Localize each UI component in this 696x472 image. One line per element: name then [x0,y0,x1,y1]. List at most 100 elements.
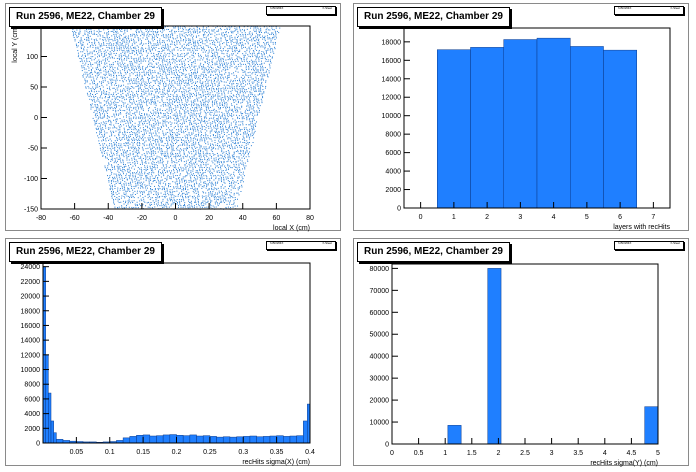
scatter-point [158,175,160,177]
scatter-point [201,67,203,69]
scatter-point [122,179,124,181]
scatter-point [124,102,126,104]
scatter-point [89,83,91,85]
scatter-point [211,111,213,113]
scatter-point [167,62,169,64]
scatter-point [200,181,202,183]
scatter-point [185,108,187,110]
scatter-point [139,190,141,192]
scatter-point [133,100,135,102]
scatter-point [96,60,98,62]
scatter-point [188,144,190,146]
scatter-point [241,60,243,62]
scatter-point [141,184,143,186]
scatter-point [176,149,178,151]
scatter-point [110,73,112,75]
scatter-point [210,206,212,208]
scatter-point [96,92,98,94]
scatter-point [249,71,251,73]
scatter-point [239,57,241,59]
scatter-point [225,110,227,112]
scatter-point [173,72,175,74]
scatter-point [213,157,215,159]
scatter-point [115,143,117,145]
scatter-point [161,96,163,98]
scatter-point [219,201,221,203]
scatter-point [242,135,244,137]
scatter-point [249,83,251,85]
scatter-point [226,194,228,196]
scatter-point [126,48,128,50]
scatter-point [188,203,190,205]
scatter-point [195,122,197,124]
scatter-point [199,86,201,88]
scatter-point [111,63,113,65]
scatter-point [96,119,98,121]
scatter-point [185,186,187,188]
scatter-point [206,58,208,60]
scatter-point [80,58,82,60]
scatter-point [171,149,173,151]
scatter-point [177,116,179,118]
scatter-point [198,106,200,108]
scatter-point [116,194,118,196]
scatter-point [184,135,186,137]
scatter-point [149,165,151,167]
scatter-point [190,62,192,64]
scatter-point [236,67,238,69]
scatter-point [207,94,209,96]
scatter-point [246,116,248,118]
scatter-point [246,91,248,93]
scatter-point [140,48,142,50]
scatter-point [225,178,227,180]
scatter-point [107,108,109,110]
scatter-point [208,51,210,53]
scatter-point [132,153,134,155]
scatter-point [160,113,162,115]
scatter-point [164,190,166,192]
scatter-point [106,112,108,114]
scatter-point [206,198,208,200]
scatter-point [142,116,144,118]
scatter-point [164,155,166,157]
scatter-point [219,126,221,128]
scatter-point [88,91,90,93]
scatter-point [155,62,157,64]
scatter-point [169,134,171,136]
scatter-point [102,117,104,119]
scatter-point [236,138,238,140]
scatter-point [187,189,189,191]
scatter-point [254,48,256,50]
scatter-point [99,144,101,146]
scatter-point [128,91,130,93]
scatter-point [120,201,122,203]
scatter-point [232,94,234,96]
scatter-point [181,190,183,192]
scatter-point [119,146,121,148]
scatter-point [122,162,124,164]
scatter-point [188,146,190,148]
scatter-point [254,64,256,66]
scatter-point [176,72,178,74]
scatter-point [176,179,178,181]
scatter-point [170,173,172,175]
scatter-point [209,203,211,205]
scatter-point [181,100,183,102]
scatter-point [225,69,227,71]
scatter-point [149,178,151,180]
scatter-point [230,143,232,145]
scatter-point [228,152,230,154]
scatter-point [192,109,194,111]
scatter-point [185,175,187,177]
scatter-point [189,121,191,123]
scatter-point [172,181,174,183]
scatter-point [211,51,213,53]
scatter-point [203,181,205,183]
scatter-point [140,99,142,101]
scatter-point [138,60,140,62]
scatter-point [238,65,240,67]
scatter-point [202,152,204,154]
scatter-point [157,195,159,197]
scatter-point [127,171,129,173]
scatter-point [217,78,219,80]
